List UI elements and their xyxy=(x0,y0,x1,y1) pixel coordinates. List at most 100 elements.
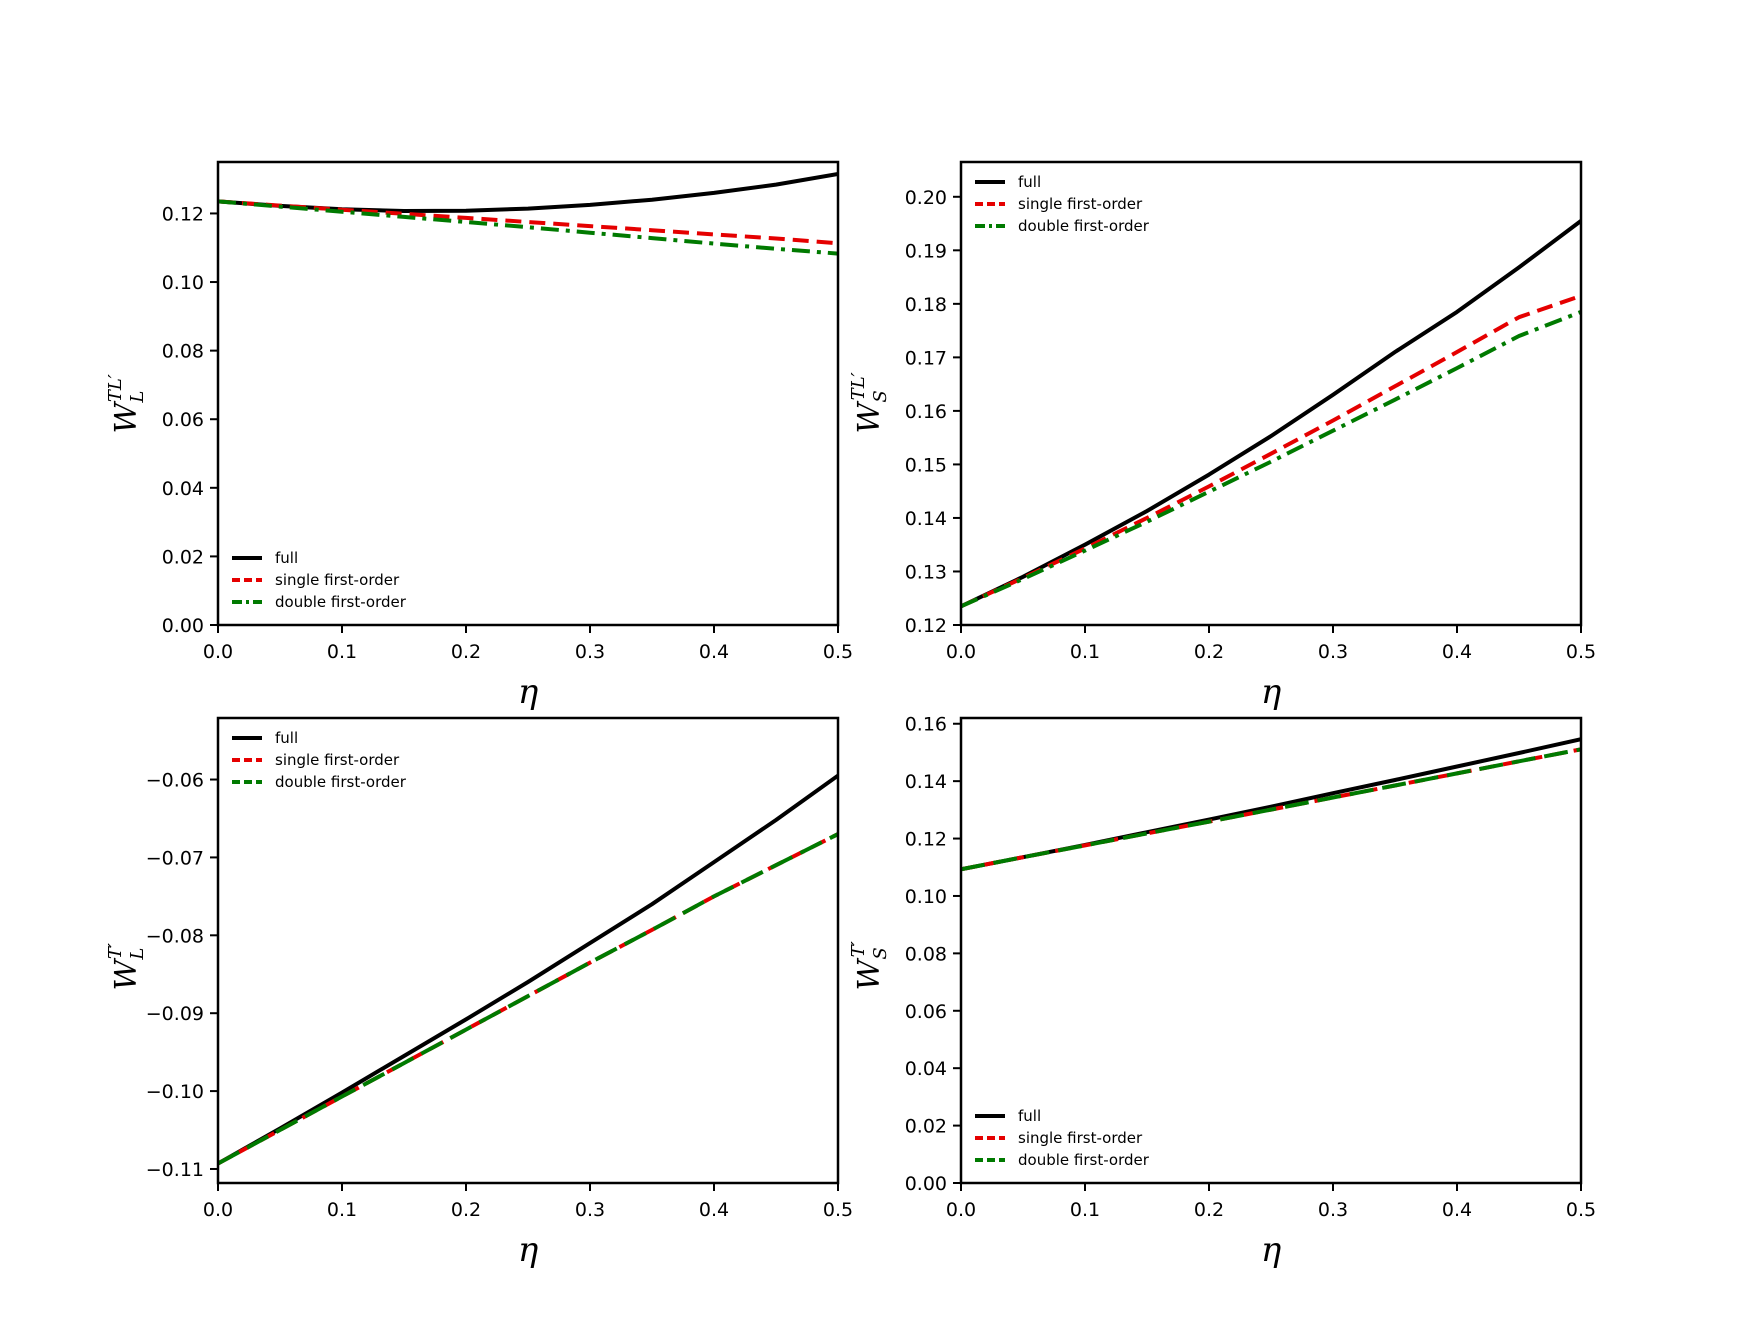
series-group xyxy=(961,219,1581,609)
y-tick-label: 0.18 xyxy=(905,294,947,316)
y-tick-label: 0.13 xyxy=(905,561,947,583)
x-tick-label: 0.0 xyxy=(203,1199,233,1221)
series-group xyxy=(961,737,1581,872)
axes-frame xyxy=(959,716,1583,1185)
panel-bottom-left: 0.0 0.1 0.2 0.3 0.4 0.5 −0.11 −0.10 −0.09 −0.08 −0… xyxy=(105,716,853,1270)
series-line-double-first-order xyxy=(218,199,838,256)
x-tick-label: 0.3 xyxy=(1318,641,1348,663)
legend-label: double first-order xyxy=(1018,217,1150,235)
y-tick-label: 0.14 xyxy=(905,771,947,793)
x-tick-label: 0.2 xyxy=(1194,641,1224,663)
y-tick-label: 0.12 xyxy=(905,829,947,851)
y-tick-label: −0.10 xyxy=(146,1081,204,1103)
y-tick-label: 0.15 xyxy=(905,454,947,476)
legend-label: full xyxy=(1018,173,1041,191)
x-tick-label: 0.2 xyxy=(1194,1199,1224,1221)
x-tick-label: 0.4 xyxy=(1442,641,1472,663)
x-tick-label: 0.4 xyxy=(1442,1199,1472,1221)
y-tick-label: 0.06 xyxy=(905,1001,947,1023)
axes-frame xyxy=(959,160,1583,627)
x-tick-label: 0.3 xyxy=(575,641,605,663)
y-axis-label: WLT′ xyxy=(105,943,148,990)
series-group xyxy=(218,773,838,1166)
legend-label: single first-order xyxy=(275,571,400,589)
y-axis-label: WST′ xyxy=(848,941,891,990)
y-tick-label: 0.16 xyxy=(905,401,947,423)
y-tick-label: 0.04 xyxy=(905,1058,947,1080)
y-tick-label: 0.19 xyxy=(905,240,947,262)
y-tick-label: 0.00 xyxy=(905,1173,947,1195)
legend-label: double first-order xyxy=(275,593,407,611)
y-tick-label: −0.08 xyxy=(146,925,204,947)
y-label-subscript: S xyxy=(870,947,891,959)
legend: full single first-order double first-order xyxy=(975,1107,1150,1169)
y-tick-label: 0.02 xyxy=(162,546,204,568)
y-label-superscript: TL′ xyxy=(848,372,869,400)
legend-label: single first-order xyxy=(1018,195,1143,213)
y-axis-label: WLTL′ xyxy=(105,374,148,433)
series-line-full xyxy=(218,172,838,213)
series-line-single-first-order xyxy=(961,293,1581,609)
axes-frame xyxy=(216,716,840,1185)
y-label-subscript: L xyxy=(127,392,148,404)
legend-label: full xyxy=(275,549,298,567)
y-tick-label: 0.06 xyxy=(162,409,204,431)
x-axis-label: η xyxy=(1261,672,1282,712)
y-tick-label: −0.06 xyxy=(146,770,204,792)
series-line-double-first-order xyxy=(961,747,1581,872)
y-label-main: W xyxy=(109,401,144,434)
y-tick-label: 0.10 xyxy=(162,272,204,294)
y-label-main: W xyxy=(109,958,144,991)
x-axis-label: η xyxy=(518,1230,539,1270)
y-tick-label: 0.10 xyxy=(905,886,947,908)
x-tick-label: 0.0 xyxy=(946,1199,976,1221)
y-label-subscript: S xyxy=(870,390,891,402)
x-tick-label: 0.2 xyxy=(451,1199,481,1221)
y-tick-label: −0.09 xyxy=(146,1003,204,1025)
legend-label: full xyxy=(1018,1107,1041,1125)
x-axis-label: η xyxy=(1261,1230,1282,1270)
y-tick-label: −0.11 xyxy=(146,1159,204,1181)
panel-bottom-right: 0.0 0.1 0.2 0.3 0.4 0.5 0.00 0.02 0.04 0.06 0.08 0.… xyxy=(848,714,1596,1270)
x-axis-label: η xyxy=(518,672,539,712)
y-label-superscript: TL′ xyxy=(105,374,126,402)
x-tick-label: 0.1 xyxy=(327,1199,357,1221)
y-tick-label: 0.02 xyxy=(905,1116,947,1138)
legend-label: single first-order xyxy=(1018,1129,1143,1147)
x-tick-label: 0.1 xyxy=(1070,641,1100,663)
series-group xyxy=(218,172,838,256)
x-tick-label: 0.3 xyxy=(1318,1199,1348,1221)
y-label-main: W xyxy=(852,401,887,434)
legend-label: single first-order xyxy=(275,751,400,769)
x-tick-label: 0.5 xyxy=(1566,1199,1596,1221)
legend: full single first-order double first-order xyxy=(232,549,407,611)
x-tick-label: 0.5 xyxy=(823,641,853,663)
x-tick-label: 0.2 xyxy=(451,641,481,663)
x-tick-label: 0.0 xyxy=(203,641,233,663)
y-tick-label: 0.20 xyxy=(905,187,947,209)
series-line-full xyxy=(218,773,838,1166)
y-axis-label: WSTL′ xyxy=(848,372,891,433)
y-label-superscript: T′ xyxy=(848,941,869,957)
y-label-superscript: T′ xyxy=(105,943,126,959)
legend-label: double first-order xyxy=(275,773,407,791)
y-tick-label: 0.16 xyxy=(905,714,947,736)
x-tick-label: 0.3 xyxy=(575,1199,605,1221)
y-tick-label: 0.14 xyxy=(905,508,947,530)
legend-label: double first-order xyxy=(1018,1151,1150,1169)
series-line-full xyxy=(961,219,1581,609)
x-tick-label: 0.0 xyxy=(946,641,976,663)
panel-top-left: 0.0 0.1 0.2 0.3 0.4 0.5 0.00 0.02 0.04 0.06 0.08 0.… xyxy=(105,160,853,712)
panel-top-right: 0.0 0.1 0.2 0.3 0.4 0.5 0.12 0.13 0.14 0.15 0.16 0.… xyxy=(848,160,1596,712)
y-tick-label: 0.12 xyxy=(162,203,204,225)
legend-label: full xyxy=(275,729,298,747)
x-tick-label: 0.1 xyxy=(327,641,357,663)
series-line-single-first-order xyxy=(218,199,838,246)
x-tick-label: 0.5 xyxy=(823,1199,853,1221)
y-tick-label: 0.17 xyxy=(905,347,947,369)
y-tick-label: 0.04 xyxy=(162,478,204,500)
legend: full single first-order double first-order xyxy=(975,173,1150,235)
series-line-double-first-order xyxy=(218,832,838,1166)
y-tick-label: 0.12 xyxy=(905,615,947,637)
